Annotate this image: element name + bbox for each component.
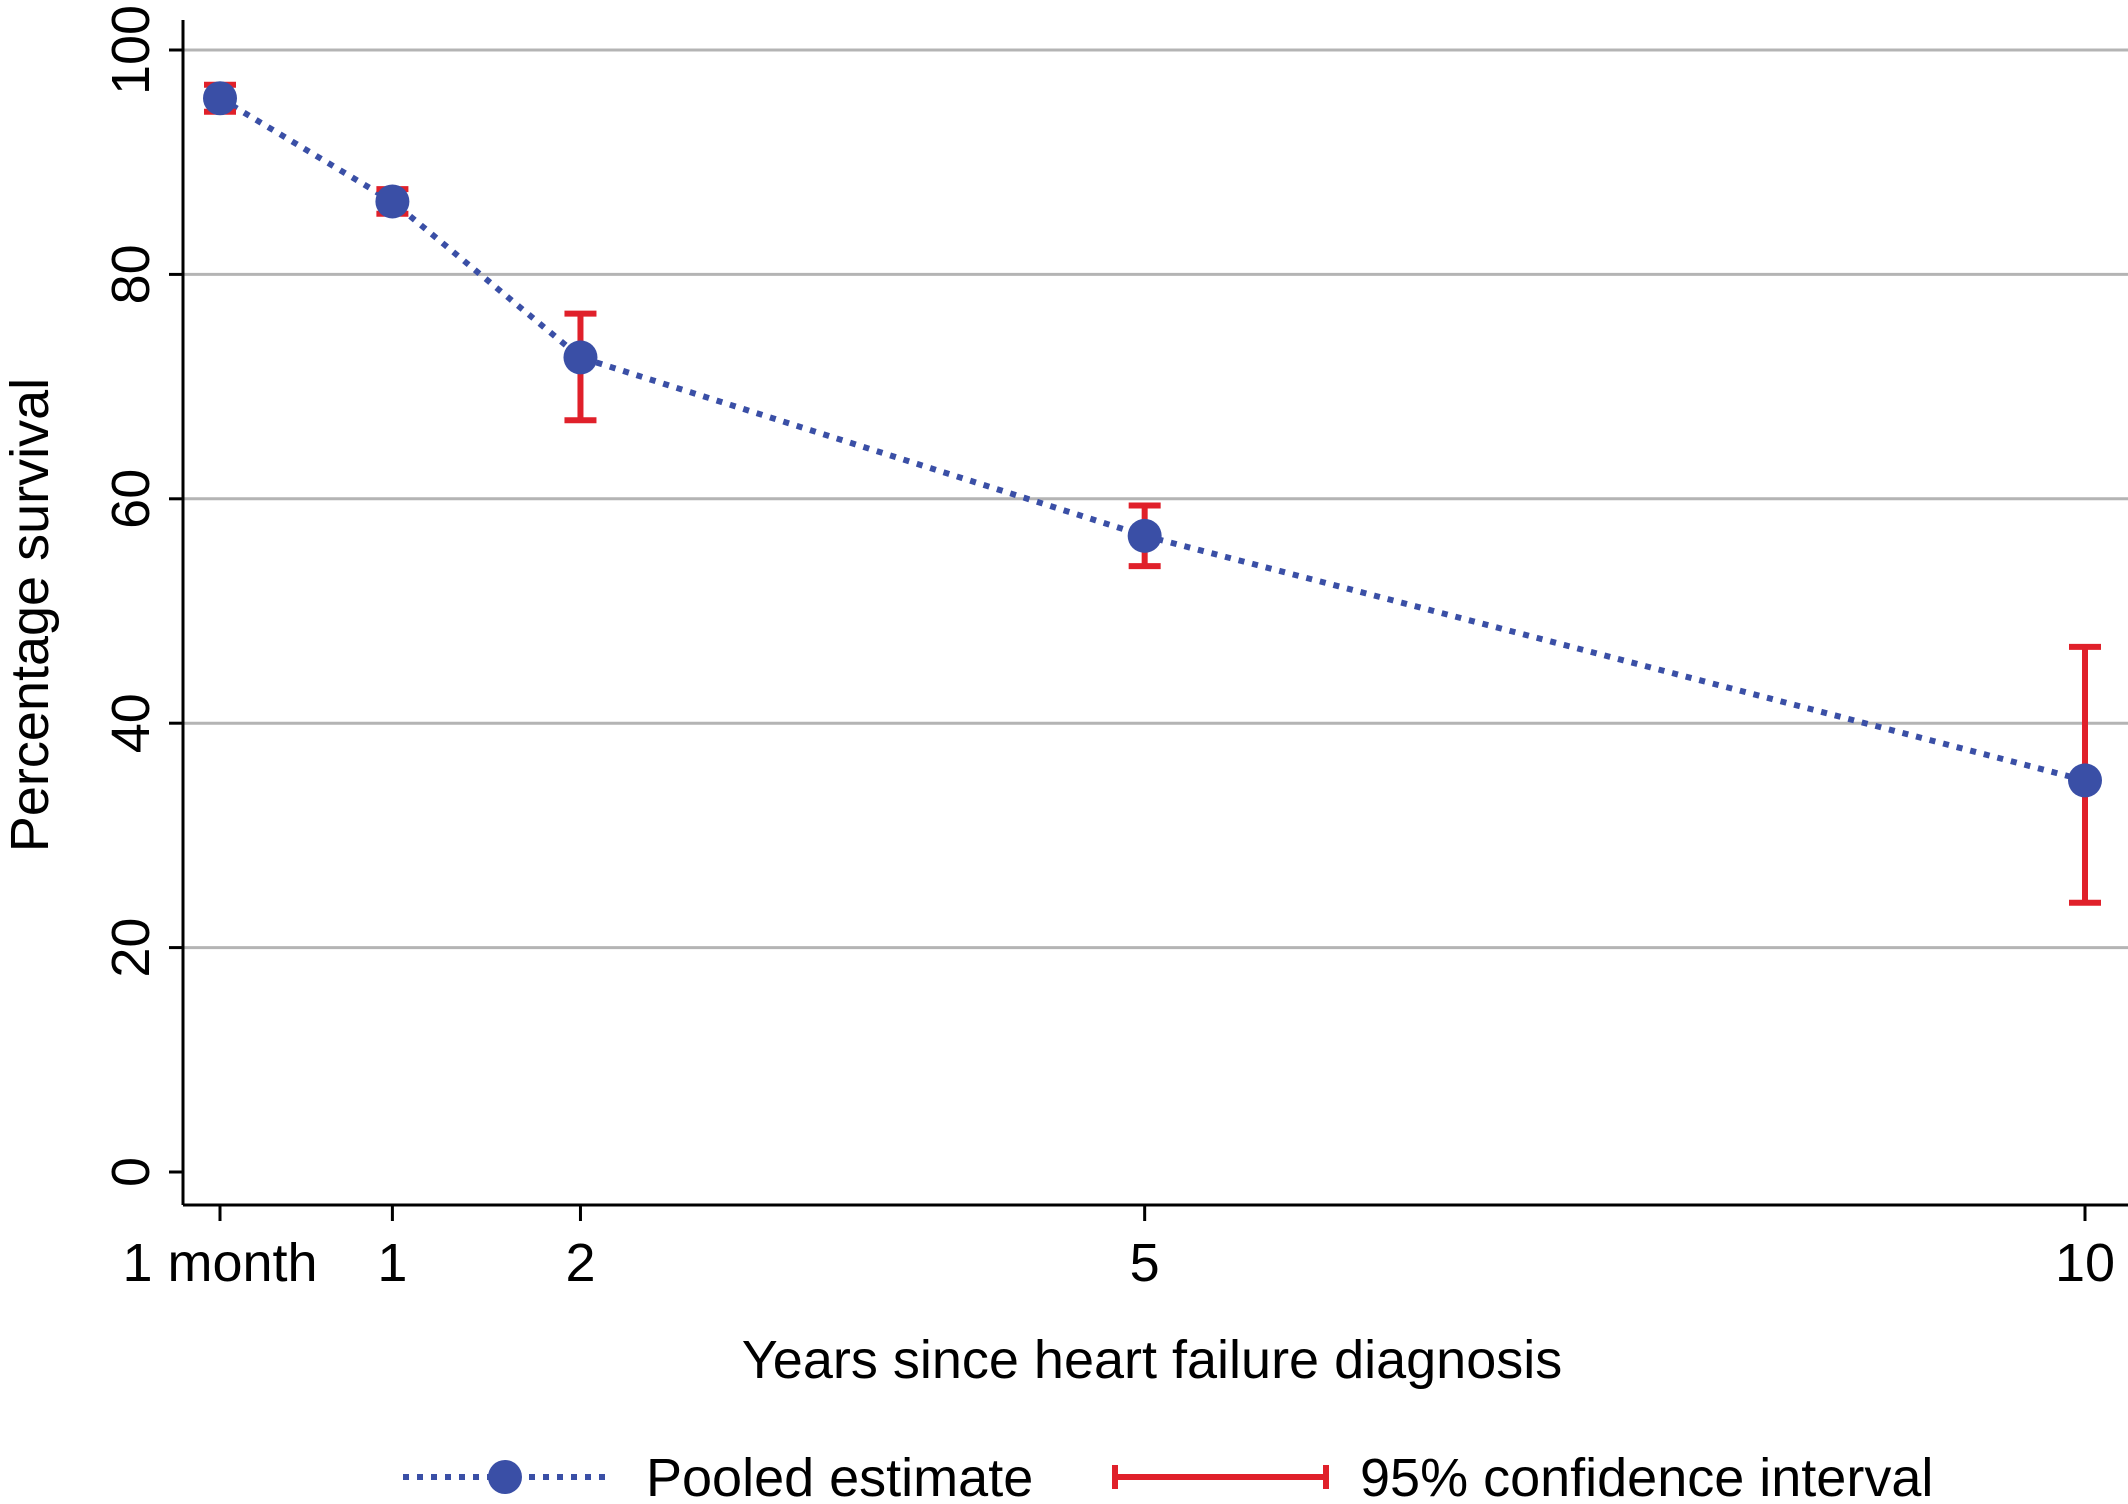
x-axis-title: Years since heart failure diagnosis: [742, 1330, 1563, 1390]
x-tick-label: 5: [1130, 1233, 1160, 1293]
y-tick-label: 60: [101, 469, 161, 529]
legend-estimate-marker-icon: [488, 1460, 522, 1494]
legend-ci-label: 95% confidence interval: [1360, 1448, 1933, 1504]
x-tick-label: 10: [2055, 1233, 2115, 1293]
pooled-estimate-markers: [203, 81, 2102, 798]
pooled-estimate-point: [1127, 518, 1162, 553]
pooled-estimate-point: [203, 81, 237, 116]
pooled-estimate-point: [2068, 763, 2102, 798]
legend-estimate-label: Pooled estimate: [646, 1448, 1033, 1504]
y-tick-label: 80: [101, 244, 161, 304]
legend-item-confidence-interval: 95% confidence interval: [1112, 1448, 1933, 1504]
y-tick-label: 0: [101, 1157, 161, 1187]
pooled-estimate-point: [563, 340, 598, 375]
x-tick-label: 1 month: [122, 1233, 317, 1293]
legend: Pooled estimate 95% confidence interval: [403, 1448, 1933, 1504]
pooled-estimate-point: [375, 184, 410, 219]
pooled-estimate-line: [218, 95, 2086, 784]
tick-labels: 0 20 40 60 80 100 1 month 1 2 5 10: [101, 5, 2115, 1293]
y-tick-label: 100: [101, 5, 161, 95]
x-tick-label: 1: [377, 1233, 407, 1293]
x-tick-label: 2: [565, 1233, 595, 1293]
pooled-estimate-series-line: [218, 95, 2086, 784]
y-axis-title: Percentage survival: [0, 378, 60, 852]
legend-item-pooled-estimate: Pooled estimate: [403, 1448, 1033, 1504]
gridlines: [183, 48, 2128, 950]
y-tick-label: 20: [101, 918, 161, 978]
confidence-intervals: [204, 81, 2101, 906]
axes: [169, 20, 2128, 1221]
y-tick-label: 40: [101, 693, 161, 753]
